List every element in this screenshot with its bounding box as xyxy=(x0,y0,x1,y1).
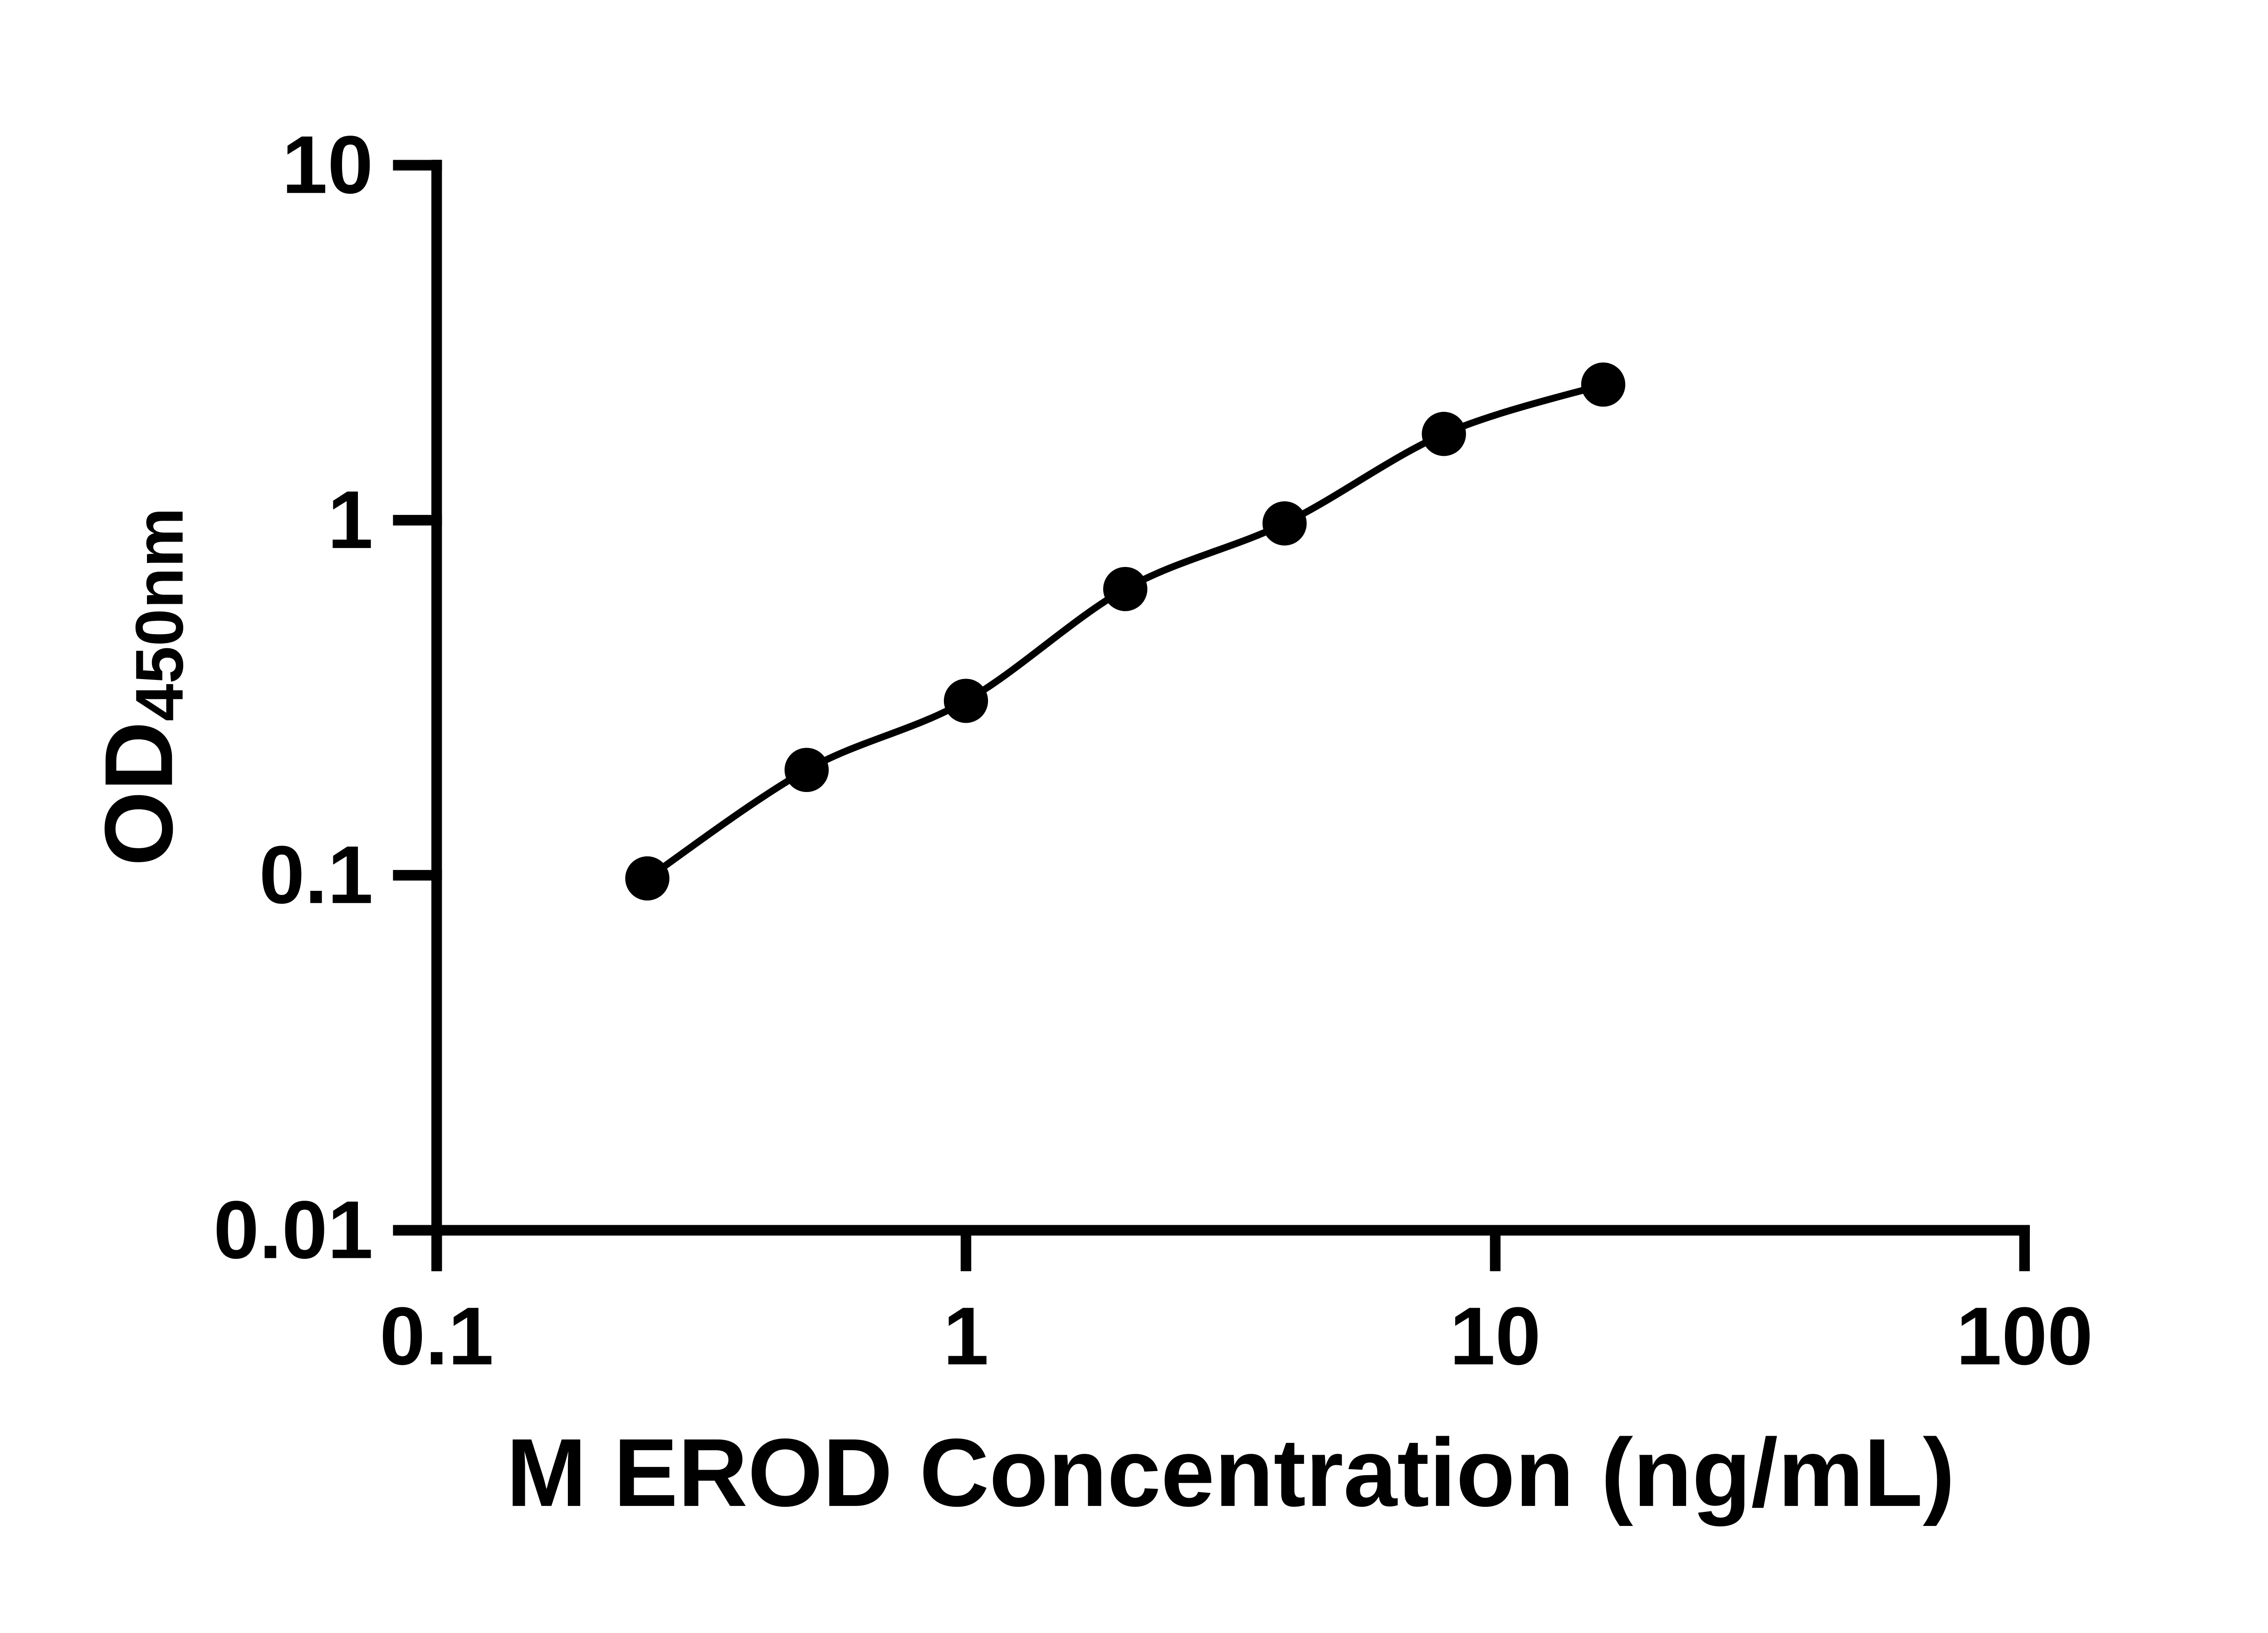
data-point xyxy=(1103,567,1148,611)
x-axis-title: M EROD Concentration (ng/mL) xyxy=(506,1419,1955,1527)
x-axis-tick-label: 0.1 xyxy=(380,1291,494,1382)
fit-curve xyxy=(645,381,1604,881)
data-point xyxy=(1581,362,1626,407)
y-axis-title-main: OD xyxy=(85,721,193,866)
x-axis-tick-label: 10 xyxy=(1450,1291,1541,1382)
y-axis-tick-label: 0.01 xyxy=(214,1184,373,1276)
y-axis-tick-label: 0.1 xyxy=(259,829,373,921)
y-axis-tick-label: 10 xyxy=(282,119,373,210)
x-axis-tick-label: 100 xyxy=(1956,1291,2093,1382)
data-point xyxy=(625,856,670,901)
x-axis-tick-label: 1 xyxy=(943,1291,989,1382)
data-point xyxy=(784,748,829,792)
data-point xyxy=(1422,411,1466,456)
data-point xyxy=(1262,501,1307,546)
y-axis-title-subscript: 450nm xyxy=(122,508,197,721)
y-axis-title: OD450nm xyxy=(85,508,197,866)
y-axis-tick-label: 1 xyxy=(327,474,373,566)
data-point xyxy=(943,679,988,723)
